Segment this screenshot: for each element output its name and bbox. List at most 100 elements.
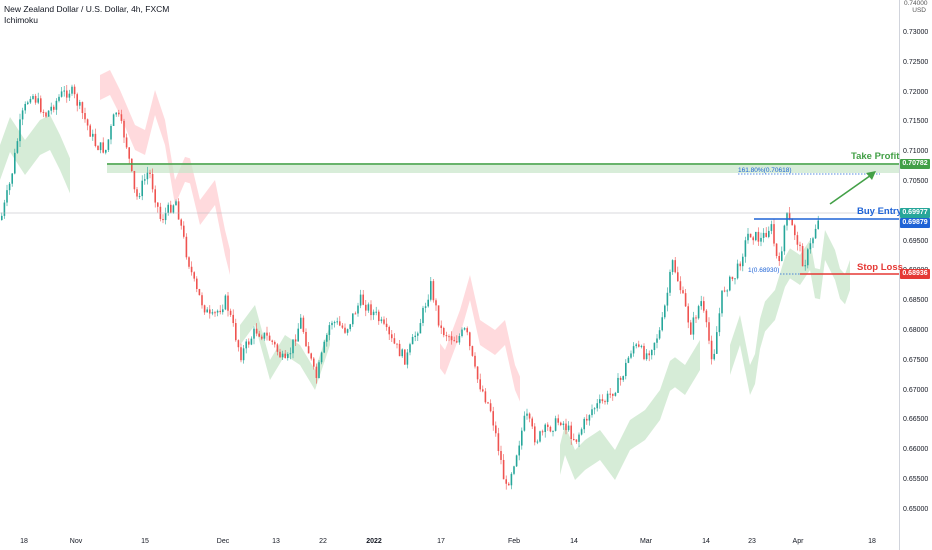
- candle-body: [804, 265, 806, 267]
- candle-body: [79, 102, 81, 106]
- candle-body: [21, 110, 24, 120]
- take-profit-label[interactable]: Take Profit: [851, 151, 900, 162]
- candle-body: [801, 246, 804, 267]
- candle-body: [495, 425, 497, 434]
- candle-body: [209, 309, 211, 314]
- candle-body: [50, 106, 52, 111]
- candle-body: [219, 310, 221, 313]
- candle-body: [653, 342, 656, 350]
- candle-body: [666, 292, 669, 306]
- price-tick: 0.66000: [903, 446, 929, 454]
- candle-body: [128, 147, 130, 159]
- candle-body: [482, 389, 484, 392]
- candle-body: [443, 328, 445, 336]
- candle-body: [211, 312, 214, 314]
- candle-body: [349, 324, 351, 330]
- candle-body: [40, 98, 42, 112]
- candle-body: [466, 328, 468, 333]
- time-tick: Feb: [507, 538, 521, 545]
- candle-body: [450, 336, 453, 341]
- ichimoku-cloud: [440, 275, 520, 402]
- candle-body: [149, 172, 151, 174]
- stop-loss-price-tag[interactable]: 0.68936: [900, 269, 930, 279]
- candle-body: [222, 309, 224, 313]
- candle-body: [593, 408, 596, 410]
- candle-body: [120, 114, 123, 121]
- candle-body: [414, 335, 416, 337]
- price-tick: 0.70500: [903, 178, 929, 185]
- candle-body: [606, 393, 609, 403]
- take-profit-zone: [107, 163, 899, 173]
- candle-body: [734, 278, 736, 280]
- candle-body: [461, 329, 463, 337]
- candle-body: [274, 341, 276, 345]
- candle-body: [398, 343, 401, 357]
- target-arrow-head: [866, 171, 876, 180]
- buy-entry-price-tag[interactable]: 0.69879: [900, 218, 930, 228]
- candle-body: [427, 299, 429, 307]
- price-tick: 0.65500: [903, 476, 929, 483]
- candle-body: [206, 309, 208, 313]
- candle-body: [76, 94, 78, 106]
- candle-body: [510, 473, 513, 486]
- price-tick: 0.72000: [903, 88, 929, 96]
- candle-body: [469, 332, 471, 347]
- candle-body: [193, 272, 195, 279]
- candle-body: [287, 354, 289, 359]
- candle-body: [162, 218, 164, 221]
- price-tick: 0.65000: [903, 505, 929, 513]
- candle-body: [437, 305, 440, 326]
- candle-body: [66, 90, 68, 98]
- indicator-label[interactable]: Ichimoku: [4, 15, 39, 25]
- price-tick: 0.68500: [903, 297, 929, 305]
- symbol-title[interactable]: New Zealand Dollar / U.S. Dollar, 4h, FX…: [4, 4, 170, 14]
- candle-body: [235, 323, 237, 341]
- candle-body: [604, 401, 606, 403]
- candle-body: [765, 232, 767, 237]
- candle-body: [534, 426, 536, 443]
- candle-body: [755, 231, 757, 241]
- candle-body: [692, 317, 695, 335]
- candle-body: [617, 377, 619, 393]
- candle-body: [248, 341, 250, 345]
- candle-body: [268, 335, 271, 341]
- candle-body: [552, 430, 554, 432]
- candle-body: [684, 293, 687, 307]
- candle-body: [718, 313, 721, 333]
- buy-entry-label[interactable]: Buy Entry: [857, 206, 902, 217]
- candle-body: [523, 415, 526, 431]
- take-profit-price-tag[interactable]: 0.70782: [900, 159, 930, 169]
- candle-body: [289, 353, 292, 355]
- candle-body: [791, 219, 793, 226]
- candle-body: [27, 102, 29, 104]
- candle-body: [505, 479, 507, 484]
- candle-body: [284, 353, 286, 359]
- candle-body: [781, 251, 783, 261]
- candle-body: [463, 328, 466, 330]
- candle-body: [573, 439, 575, 441]
- candle-body: [409, 344, 411, 353]
- price-chart[interactable]: [0, 0, 899, 550]
- candle-body: [89, 125, 91, 137]
- candle-body: [19, 119, 21, 142]
- candle-body: [661, 317, 663, 331]
- candle-body: [263, 332, 266, 339]
- candle-body: [331, 322, 333, 326]
- candle-body: [554, 418, 557, 431]
- candle-body: [380, 319, 383, 322]
- candle-body: [58, 96, 60, 101]
- candle-body: [557, 418, 559, 423]
- candle-body: [599, 399, 601, 404]
- candle-body: [619, 377, 622, 380]
- candle-body: [817, 220, 819, 229]
- candle-body: [697, 306, 700, 319]
- candle-body: [37, 98, 39, 103]
- stop-loss-label[interactable]: Stop Loss: [857, 262, 903, 273]
- candle-body: [180, 219, 182, 226]
- candle-body: [411, 336, 414, 345]
- candle-body: [682, 290, 684, 294]
- last-price-tag[interactable]: 0.69977: [900, 208, 930, 218]
- candle-body: [94, 133, 97, 146]
- candle-body: [240, 347, 242, 361]
